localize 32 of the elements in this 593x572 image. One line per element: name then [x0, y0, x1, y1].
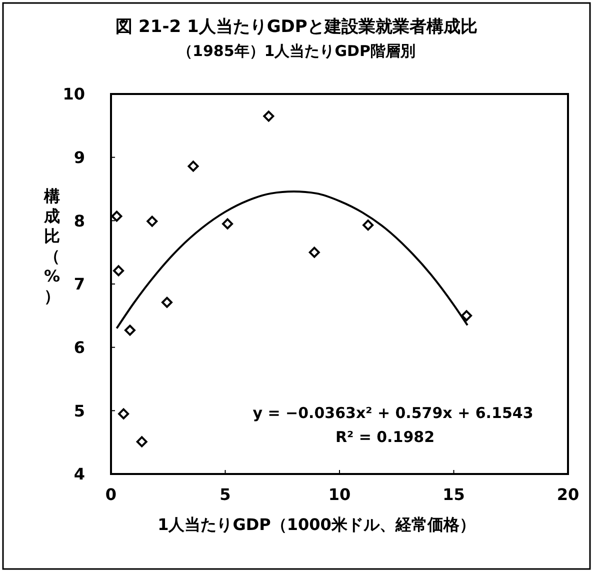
x-tick-label: 15	[442, 485, 465, 504]
point	[118, 408, 130, 420]
y-tick-label: 8	[74, 211, 85, 230]
point	[124, 324, 136, 336]
y-axis-title: 構成比（%）	[43, 186, 60, 306]
annotation: R² = 0.1982	[335, 428, 435, 446]
point	[222, 218, 234, 230]
y-tick-label: 6	[74, 338, 85, 357]
y-tick-label: 7	[74, 274, 85, 294]
point	[263, 110, 274, 122]
x-axis-title: 1人当たりGDP（1000米ドル、経常価格）	[158, 515, 476, 534]
y-tick-label: 4	[74, 464, 85, 484]
chart-title: 図 21-2 1人当たりGDPと建設業就業者構成比	[116, 17, 478, 37]
x-tick-label: 20	[556, 485, 580, 504]
point	[362, 220, 374, 231]
x-tick-label: 5	[220, 485, 231, 504]
x-tick-label: 0	[105, 485, 117, 504]
point	[461, 310, 472, 322]
point	[188, 160, 199, 172]
x-tick-label: 10	[328, 485, 351, 504]
y-tick-label: 10	[62, 84, 85, 104]
point	[111, 210, 122, 222]
y-tick-label: 9	[74, 148, 85, 167]
point	[146, 216, 158, 227]
point	[308, 246, 320, 258]
point	[136, 436, 148, 448]
annotation: y = −0.0363x² + 0.579x + 6.1543	[252, 404, 534, 422]
point	[113, 265, 124, 276]
point	[161, 296, 172, 308]
line-series	[116, 190, 468, 330]
y-tick-label: 5	[74, 401, 85, 420]
chart-subtitle: （1985年）1人当たりGDP階層別	[178, 42, 416, 60]
